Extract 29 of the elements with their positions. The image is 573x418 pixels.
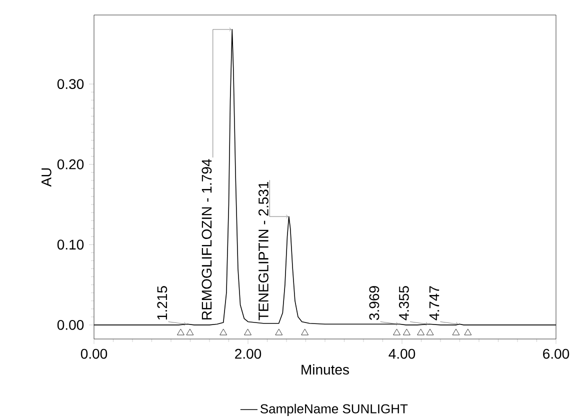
annotation: 1.215 [157, 286, 168, 320]
y-axis-title: AU [42, 168, 52, 187]
y-tick-label: 0.10 [57, 240, 84, 250]
point [186, 328, 194, 336]
point [244, 328, 252, 336]
point [393, 328, 400, 336]
point [403, 328, 410, 336]
legend-label: SampleName SUNLIGHT [260, 404, 408, 416]
annotation: 3.969 [369, 286, 380, 320]
y-tick-label: 0.20 [57, 159, 84, 170]
annotation: TENEGLIPTIN - 2.531 [258, 182, 268, 320]
annotation: 4.747 [429, 286, 440, 320]
x-tick-label: 2.00 [235, 348, 262, 359]
x-tick-label: 0.00 [80, 348, 108, 359]
y-tick-label: 0.00 [57, 320, 84, 330]
annotation: 4.355 [398, 286, 409, 320]
annotation: REMOGLIFLOZIN - 1.794 [202, 159, 212, 320]
x-tick-label: 4.00 [388, 348, 416, 359]
point [426, 328, 434, 336]
point [301, 328, 308, 336]
x-axis-title: Minutes [302, 364, 349, 375]
point [452, 328, 460, 336]
point [417, 328, 424, 336]
y-tick-label: 0.30 [57, 79, 84, 90]
point [464, 328, 472, 336]
point [177, 328, 184, 336]
x-tick-label: 6.00 [543, 348, 570, 359]
point [275, 328, 283, 336]
point [220, 328, 228, 336]
